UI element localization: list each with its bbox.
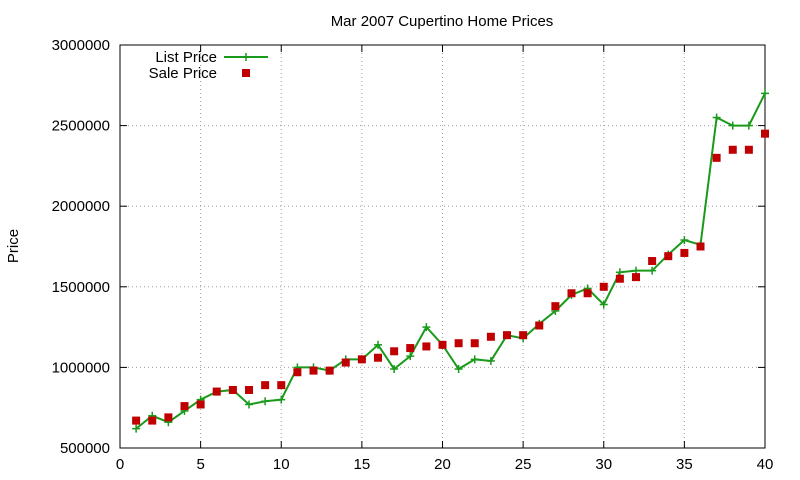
sale-price-point bbox=[696, 242, 705, 251]
legend-marker-list-price bbox=[242, 53, 250, 61]
list-price-point bbox=[599, 300, 608, 309]
y-axis-label: Price bbox=[5, 229, 22, 263]
y-tick-label: 3000000 bbox=[52, 37, 110, 54]
sale-price-point bbox=[245, 385, 253, 394]
sale-price-point bbox=[519, 331, 528, 340]
sale-price-point bbox=[551, 302, 560, 311]
sale-price-point bbox=[374, 353, 382, 362]
list-price-point bbox=[712, 113, 721, 122]
sale-price-point bbox=[583, 289, 592, 298]
sale-price-point bbox=[761, 129, 769, 138]
sale-price-point bbox=[438, 340, 447, 349]
sale-price-point bbox=[341, 358, 350, 367]
x-tick-label: 5 bbox=[196, 456, 204, 473]
list-price-point bbox=[454, 365, 463, 374]
y-tick-label: 1000000 bbox=[52, 359, 110, 376]
sale-price-point bbox=[277, 381, 286, 390]
x-tick-label: 10 bbox=[273, 456, 290, 473]
sale-price-point bbox=[486, 332, 495, 341]
sale-price-point bbox=[325, 366, 334, 375]
sale-price-point bbox=[599, 282, 608, 291]
sale-price-point bbox=[228, 385, 237, 394]
sale-price-point bbox=[390, 347, 399, 356]
grid-layer bbox=[120, 45, 765, 448]
y-tick-label: 500000 bbox=[60, 440, 110, 457]
sale-price-point bbox=[132, 416, 141, 425]
list-price-point bbox=[761, 89, 769, 98]
sale-price-point bbox=[615, 274, 624, 283]
sale-price-point bbox=[728, 145, 737, 154]
list-price-point bbox=[406, 352, 415, 361]
list-price-point bbox=[277, 395, 286, 404]
list-price-point bbox=[728, 121, 737, 130]
sale-price-point bbox=[180, 402, 189, 411]
sale-price-point bbox=[406, 344, 415, 353]
chart-title: Mar 2007 Cupertino Home Prices bbox=[331, 13, 554, 30]
sale-price-point bbox=[196, 400, 205, 409]
sale-price-point bbox=[503, 331, 511, 340]
x-tick-label: 30 bbox=[595, 456, 612, 473]
list-price-point bbox=[422, 323, 431, 332]
y-tick-label: 2000000 bbox=[52, 198, 110, 215]
list-price-point bbox=[132, 424, 141, 433]
legend-marker-sale-price bbox=[242, 69, 250, 77]
list-price-point bbox=[390, 365, 399, 374]
sale-price-point bbox=[261, 381, 270, 390]
x-tick-label: 0 bbox=[116, 456, 124, 473]
x-tick-label: 40 bbox=[757, 456, 774, 473]
sale-price-point bbox=[357, 355, 366, 364]
x-tick-label: 35 bbox=[676, 456, 693, 473]
sale-price-point bbox=[293, 368, 302, 377]
sale-price-point bbox=[422, 342, 431, 351]
list-price-line bbox=[135, 92, 766, 430]
list-price-point bbox=[680, 236, 689, 245]
y-tick-label: 1500000 bbox=[52, 279, 110, 296]
list-price-point bbox=[648, 266, 657, 275]
x-tick-label: 20 bbox=[434, 456, 451, 473]
sale-price-point bbox=[632, 273, 640, 282]
list-price-point bbox=[261, 397, 270, 406]
list-price-point bbox=[470, 355, 479, 364]
tick-layer: 0 5 10 15 20 25 30 35 40 500000 1000000 1500000 2000… bbox=[52, 37, 774, 473]
sale-price-point bbox=[309, 366, 318, 375]
sale-price-point bbox=[680, 248, 689, 257]
list-price-point bbox=[744, 121, 753, 130]
x-tick-label: 15 bbox=[354, 456, 371, 473]
sale-price-point bbox=[712, 153, 721, 162]
sale-price-point bbox=[164, 413, 173, 422]
legend-label-list-price: List Price bbox=[155, 49, 217, 66]
sale-price-point bbox=[454, 339, 463, 348]
sale-price-point bbox=[148, 416, 157, 425]
legend-label-sale-price: Sale Price bbox=[149, 65, 217, 82]
series-layer bbox=[132, 89, 769, 433]
sale-price-point bbox=[212, 387, 221, 396]
sale-price-point bbox=[567, 289, 576, 298]
sale-price-point bbox=[535, 321, 544, 330]
x-tick-label: 25 bbox=[515, 456, 532, 473]
sale-price-point bbox=[744, 145, 753, 154]
list-price-point bbox=[245, 400, 253, 409]
list-price-point bbox=[374, 340, 382, 349]
sale-price-point bbox=[470, 339, 479, 348]
sale-price-point bbox=[664, 252, 673, 261]
list-price-point bbox=[486, 356, 495, 365]
y-tick-label: 2500000 bbox=[52, 118, 110, 135]
sale-price-point bbox=[648, 257, 657, 266]
